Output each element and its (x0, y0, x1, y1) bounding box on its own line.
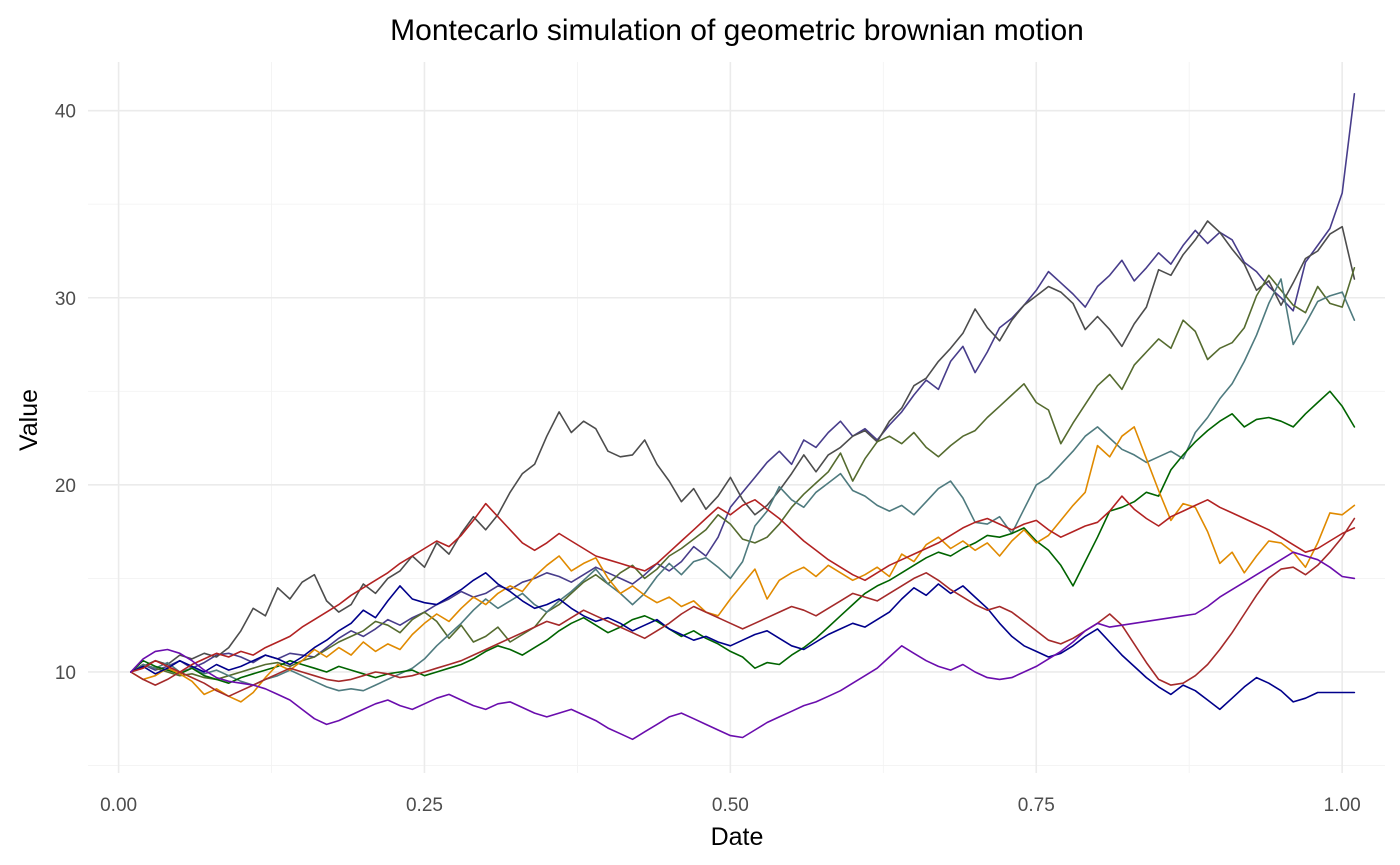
y-tick-label: 40 (55, 102, 76, 123)
series-line-10 (130, 551, 1356, 741)
y-tick-label: 20 (55, 476, 76, 497)
x-tick-label: 0.50 (712, 795, 749, 816)
x-tick-label: 1.00 (1324, 795, 1361, 816)
series-line-7 (130, 571, 1356, 711)
tick-labels: 0.00 0.25 0.50 0.75 1.00 10 20 30 40 (55, 102, 1361, 816)
series-line-4 (130, 278, 1356, 692)
y-axis-title: Value (15, 389, 43, 451)
y-tick-label: 30 (55, 289, 76, 310)
grid (88, 62, 1385, 773)
y-tick-label: 10 (55, 663, 76, 684)
series-line-2 (130, 220, 1356, 673)
series-line-3 (130, 266, 1356, 681)
x-axis-title: Date (711, 823, 764, 851)
series-lines (130, 93, 1356, 741)
series-line-8 (130, 495, 1356, 673)
chart-title: Montecarlo simulation of geometric brown… (390, 14, 1084, 47)
series-line-6 (130, 426, 1356, 703)
series-line-5 (130, 390, 1356, 685)
x-tick-label: 0.75 (1018, 795, 1055, 816)
series-line-9 (130, 517, 1356, 698)
x-tick-label: 0.25 (406, 795, 443, 816)
x-tick-label: 0.00 (100, 795, 137, 816)
series-line-1 (130, 93, 1356, 673)
